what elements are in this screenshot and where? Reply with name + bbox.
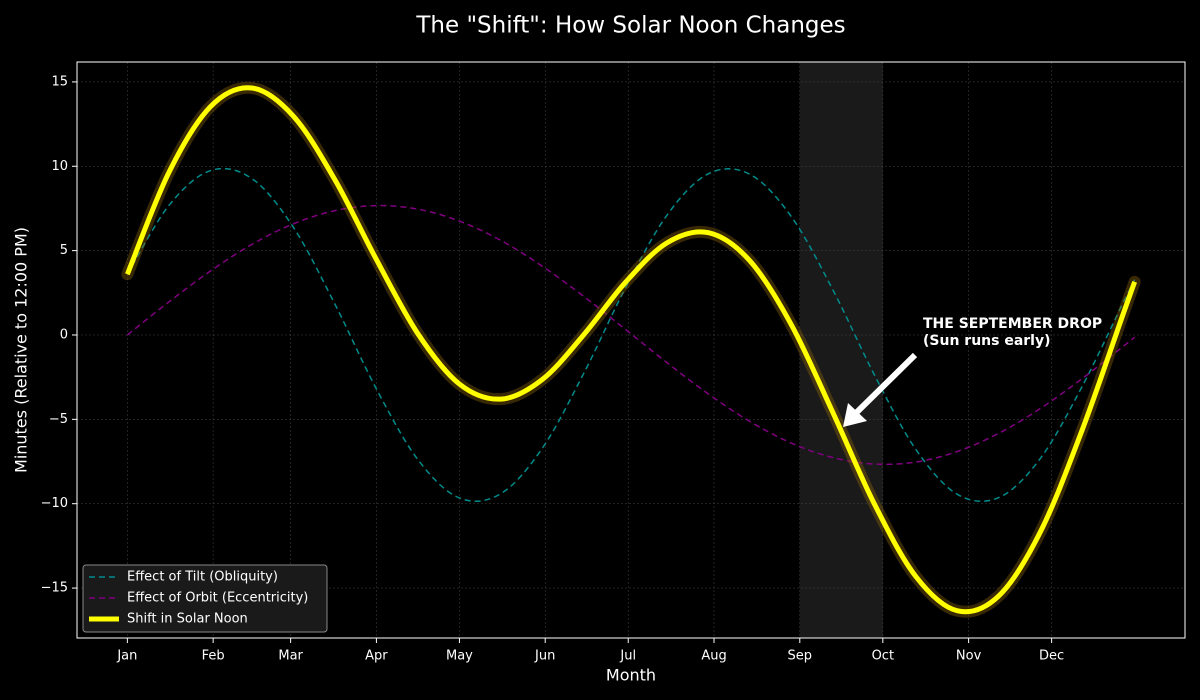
x-tick-label: Jan xyxy=(116,649,137,664)
annotation-text: THE SEPTEMBER DROP xyxy=(923,316,1102,332)
chart-title: The "Shift": How Solar Noon Changes xyxy=(415,13,845,39)
line xyxy=(126,167,1136,503)
highlight-span xyxy=(799,62,883,638)
y-tick-label: −10 xyxy=(41,496,68,511)
y-tick-label: 10 xyxy=(51,159,68,174)
x-tick-label: Nov xyxy=(956,649,982,664)
legend-label: Shift in Solar Noon xyxy=(127,612,248,627)
x-tick-label: Jun xyxy=(534,649,555,664)
x-tick-label: Jul xyxy=(619,649,636,664)
x-tick-label: Sep xyxy=(788,649,813,664)
y-tick-label: −15 xyxy=(41,581,68,596)
y-axis-label: Minutes (Relative to 12:00 PM) xyxy=(12,227,31,473)
x-tick-label: Aug xyxy=(701,649,726,664)
y-tick-label: 5 xyxy=(60,243,68,258)
x-tick-label: Oct xyxy=(872,649,894,664)
annotation-arrow xyxy=(853,352,918,416)
x-tick-label: Apr xyxy=(365,649,388,664)
y-tick-label: 15 xyxy=(51,74,68,89)
plot-frame xyxy=(76,61,1186,639)
annotation-text: (Sun runs early) xyxy=(923,333,1051,349)
x-tick-label: May xyxy=(446,649,473,664)
x-tick-label: Feb xyxy=(202,649,225,664)
line xyxy=(125,85,1137,615)
legend-label: Effect of Tilt (Obliquity) xyxy=(127,570,278,585)
x-axis-label: Month xyxy=(606,666,656,685)
annotation-arrowhead xyxy=(843,403,867,427)
legend-box xyxy=(82,564,328,633)
legend-label: Effect of Orbit (Eccentricity) xyxy=(127,591,308,606)
line xyxy=(126,204,1136,466)
y-tick-label: −5 xyxy=(49,412,68,427)
y-tick-label: 0 xyxy=(60,327,68,342)
x-tick-label: Mar xyxy=(278,649,303,664)
x-tick-label: Dec xyxy=(1039,649,1064,664)
